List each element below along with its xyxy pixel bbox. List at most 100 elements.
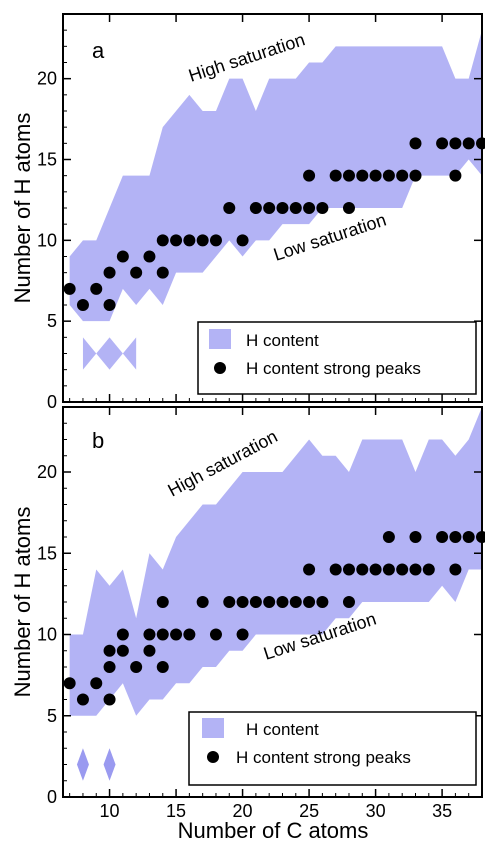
strong-peak-point — [116, 250, 129, 263]
y-tick-label: 10 — [37, 625, 57, 645]
y-tick-label: 20 — [37, 69, 57, 89]
strong-peak-point — [409, 169, 422, 182]
strong-peak-point — [263, 596, 276, 608]
strong-peak-point — [382, 169, 395, 182]
strong-peak-point — [462, 531, 475, 543]
strong-peak-point — [303, 563, 316, 576]
x-tick-label: 35 — [432, 801, 452, 821]
x-tick-label: 25 — [299, 801, 319, 821]
y-tick-label: 0 — [47, 392, 57, 412]
strong-peak-point — [303, 169, 316, 182]
strong-peak-point — [156, 661, 169, 673]
h-content-band — [69, 30, 483, 322]
strong-peak-point — [130, 266, 143, 279]
h-content-diamond — [76, 748, 89, 781]
legend-swatch-h-content-b — [202, 718, 224, 738]
strong-peak-point — [382, 563, 395, 576]
strong-peak-point — [170, 234, 183, 247]
strong-peak-point — [316, 202, 329, 214]
y-tick-label: 10 — [37, 230, 57, 250]
strong-peak-point — [409, 137, 422, 150]
strong-peak-point — [396, 169, 409, 182]
y-tick-label: 20 — [37, 462, 57, 482]
strong-peak-point — [183, 234, 196, 247]
strong-peak-point — [276, 596, 289, 608]
strong-peak-point — [156, 234, 169, 247]
y-tick-label: 15 — [37, 150, 57, 170]
panel-b: b High saturation Low saturation 0510152… — [37, 406, 485, 821]
x-tick-label: 10 — [100, 801, 120, 821]
strong-peak-point — [236, 596, 249, 608]
strong-peak-point — [342, 596, 355, 608]
x-tick-label: 20 — [233, 801, 253, 821]
y-axis-title-a: Number of H atoms — [10, 113, 35, 304]
strong-peak-point — [90, 677, 103, 690]
strong-peak-point — [103, 693, 116, 706]
h-content-band-low — [82, 337, 137, 370]
strong-peak-point — [209, 628, 222, 641]
strong-peak-point — [369, 169, 382, 182]
strong-peak-point — [422, 563, 435, 576]
legend-marker-strong-peaks-b — [207, 751, 219, 763]
strong-peak-point — [396, 563, 409, 576]
annotation-high-saturation-a: High saturation — [186, 29, 307, 85]
strong-peak-point — [303, 202, 316, 214]
x-axis-title: Number of C atoms — [178, 818, 369, 843]
panel-letter-b: b — [92, 428, 104, 453]
strong-peak-point — [143, 250, 156, 263]
strong-peak-point — [303, 596, 316, 608]
strong-peak-point — [329, 169, 342, 182]
strong-peak-point — [436, 531, 449, 543]
y-axis-b: 0 5 10 15 20 — [37, 406, 482, 807]
strong-peak-point — [103, 644, 116, 657]
legend-swatch-h-content-a — [209, 329, 231, 349]
strong-peak-point — [289, 202, 302, 214]
strong-peak-point — [236, 234, 249, 247]
strong-peak-point — [409, 563, 422, 576]
x-tick-label: 30 — [366, 801, 386, 821]
strong-peak-point — [382, 531, 395, 543]
h-content-diamond — [103, 748, 116, 781]
strong-peak-point — [356, 169, 369, 182]
strong-peak-point — [369, 563, 382, 576]
strong-peak-point — [409, 531, 422, 543]
strong-peak-point — [143, 644, 156, 657]
y-tick-label: 5 — [47, 706, 57, 726]
legend-box-b — [188, 711, 477, 786]
strong-peak-point — [130, 661, 143, 673]
strong-peak-point — [249, 596, 262, 608]
strong-peak-point — [449, 531, 462, 543]
plot-area-b — [63, 407, 485, 781]
strong-peak-point — [329, 563, 342, 576]
strong-peak-point — [289, 596, 302, 608]
strong-peak-point — [449, 169, 462, 182]
strong-peak-point — [116, 628, 129, 641]
x-axis-b: 10 15 20 25 30 35 — [69, 407, 483, 821]
legend-b: H content H content strong peaks — [188, 711, 477, 786]
strong-peak-point — [462, 137, 475, 150]
legend-label-h-content-a: H content — [246, 331, 319, 350]
x-tick-label: 15 — [166, 801, 186, 821]
strong-peak-point — [236, 628, 249, 641]
strong-peak-point — [76, 299, 89, 311]
strong-peak-point — [170, 628, 183, 641]
legend-label-strong-peaks-b: H content strong peaks — [236, 748, 411, 767]
strong-peak-point — [76, 693, 89, 706]
strong-peak-point — [356, 563, 369, 576]
strong-peak-point — [156, 628, 169, 641]
strong-peak-point — [342, 169, 355, 182]
strong-peak-point — [196, 596, 209, 608]
strong-peak-point — [316, 596, 329, 608]
y-axis-a: 0 5 10 15 20 — [37, 13, 483, 412]
panel-a: a High saturation Low saturation 0510152… — [37, 13, 485, 412]
strong-peak-point — [103, 661, 116, 673]
legend-label-strong-peaks-a: H content strong peaks — [246, 359, 421, 378]
strong-peak-point — [263, 202, 276, 214]
strong-peak-point — [156, 596, 169, 608]
legend-label-h-content-b: H content — [246, 720, 319, 739]
panel-letter-a: a — [92, 38, 105, 63]
strong-peak-point — [223, 202, 236, 214]
y-tick-label: 0 — [47, 787, 57, 807]
strong-peak-point — [63, 282, 76, 295]
